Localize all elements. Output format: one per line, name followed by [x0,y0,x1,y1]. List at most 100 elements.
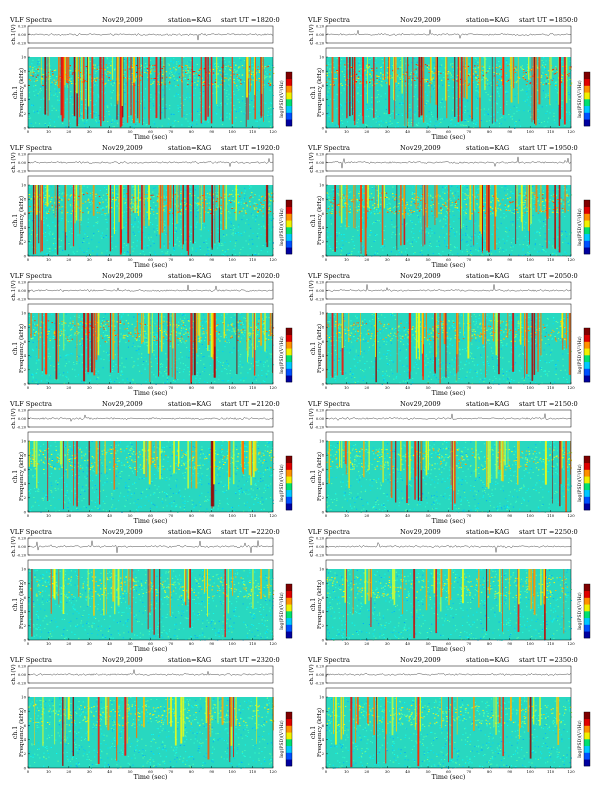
time-tick-label: 50 [426,769,431,774]
time-tick-label: 100 [527,257,535,262]
sferic-streak [59,441,62,465]
sferic-streak [47,441,49,501]
waveform-tick-label: 0.00 [18,161,27,165]
sferic-streak [529,697,532,759]
spectrogram-axis-label-top: ch.1 [310,598,317,611]
sferic-streak [184,569,186,602]
sferic-streak [494,185,496,207]
waveform-tick-label: 0.20 [316,280,325,284]
time-tick-label: 10 [344,385,349,390]
sferic-streak [373,697,375,735]
panel-date: Nov29,2009 [400,272,441,280]
sferic-streak [107,697,110,731]
sferic-streak [40,57,42,85]
waveform-tick-label: 0.00 [316,673,325,677]
sferic-streak [392,569,394,600]
sferic-streak [182,697,185,737]
sferic-streak [46,185,49,207]
sferic-streak [137,185,139,216]
spectra-panel: VLF Spectra Nov29,2009 station=KAG start UT… [8,398,296,526]
time-tick-label: 80 [189,385,194,390]
sferic-streak [100,57,102,127]
sferic-streak [254,57,256,95]
sferic-streak [80,185,82,207]
sferic-streak [478,569,480,608]
sferic-streak [252,569,254,609]
freq-tick-label: 8 [322,709,325,714]
spectra-panel-svg: VLF Spectra Nov29,2009 station=KAG start UT… [9,656,293,781]
time-tick-label: 20 [66,769,71,774]
sferic-streak [422,185,424,247]
sferic-streak [250,441,253,486]
sferic-streak [158,313,160,377]
freq-tick-label: 6 [322,339,325,344]
sferic-streak [412,57,414,127]
sferic-streak [350,697,353,768]
sferic-streak [348,441,350,489]
sferic-streak [375,313,376,357]
time-tick-label: 90 [209,385,214,390]
spectrogram-axis-label-top: ch.1 [310,86,317,99]
sferic-streak [456,313,459,355]
freq-tick-label: 2 [24,111,27,116]
sferic-streak [385,697,387,764]
sferic-streak [142,57,143,126]
sferic-streak [402,569,404,615]
sferic-streak [155,57,158,119]
time-tick-label: 30 [87,129,92,134]
sferic-streak [535,185,538,213]
panel-station: station=KAG [466,656,509,664]
sferic-streak [73,57,76,117]
sferic-streak [167,185,170,226]
sferic-streak [159,57,162,120]
time-tick-label: 60 [446,385,451,390]
sferic-streak [143,697,145,728]
sferic-streak [62,57,65,119]
freq-tick-label: 8 [322,581,325,586]
colorbar: log(PSD)(V²/Hz) [278,327,293,383]
sferic-streak [42,697,44,746]
panel-title: VLF Spectra [9,272,52,280]
sferic-streak [148,57,150,125]
sferic-streak [172,313,174,349]
sferic-streak [364,569,367,605]
sferic-streak [104,441,106,474]
sferic-streak [247,313,248,363]
sferic-streak [264,313,266,352]
sferic-streak [471,57,473,119]
sferic-streak [364,185,367,256]
sferic-streak [420,57,423,116]
time-tick-label: 70 [168,769,173,774]
sferic-streak [531,313,534,381]
sferic-streak [203,185,205,223]
sferic-streak [446,57,448,119]
sferic-streak [554,185,556,249]
sferic-streak [185,569,187,606]
sferic-streak [341,441,343,468]
sferic-streak [106,569,107,615]
sferic-streak [341,313,344,349]
sferic-streak [331,313,334,378]
time-tick-label: 0 [325,257,328,262]
sferic-streak [445,57,447,101]
sferic-streak [457,313,459,372]
time-tick-label: 40 [405,385,410,390]
sferic-streak [119,185,122,255]
sferic-streak [232,569,234,596]
sferic-streak [97,313,100,356]
time-tick-label: 120 [567,513,575,518]
freq-tick-label: 8 [24,453,27,458]
panel-date: Nov29,2009 [102,400,143,408]
spectrogram-axis-label-top: ch.1 [310,470,317,483]
time-tick-label: 70 [168,385,173,390]
sferic-streak [147,313,150,354]
sferic-streak [76,313,78,362]
time-tick-label: 0 [27,257,30,262]
sferic-streak [269,313,272,337]
sferic-streak [489,441,491,483]
sferic-streak [415,185,417,209]
colorbar-label: log(PSD)(V²/Hz) [278,208,285,246]
time-axis-label: Time (sec) [432,645,466,653]
sferic-streak [348,313,350,342]
